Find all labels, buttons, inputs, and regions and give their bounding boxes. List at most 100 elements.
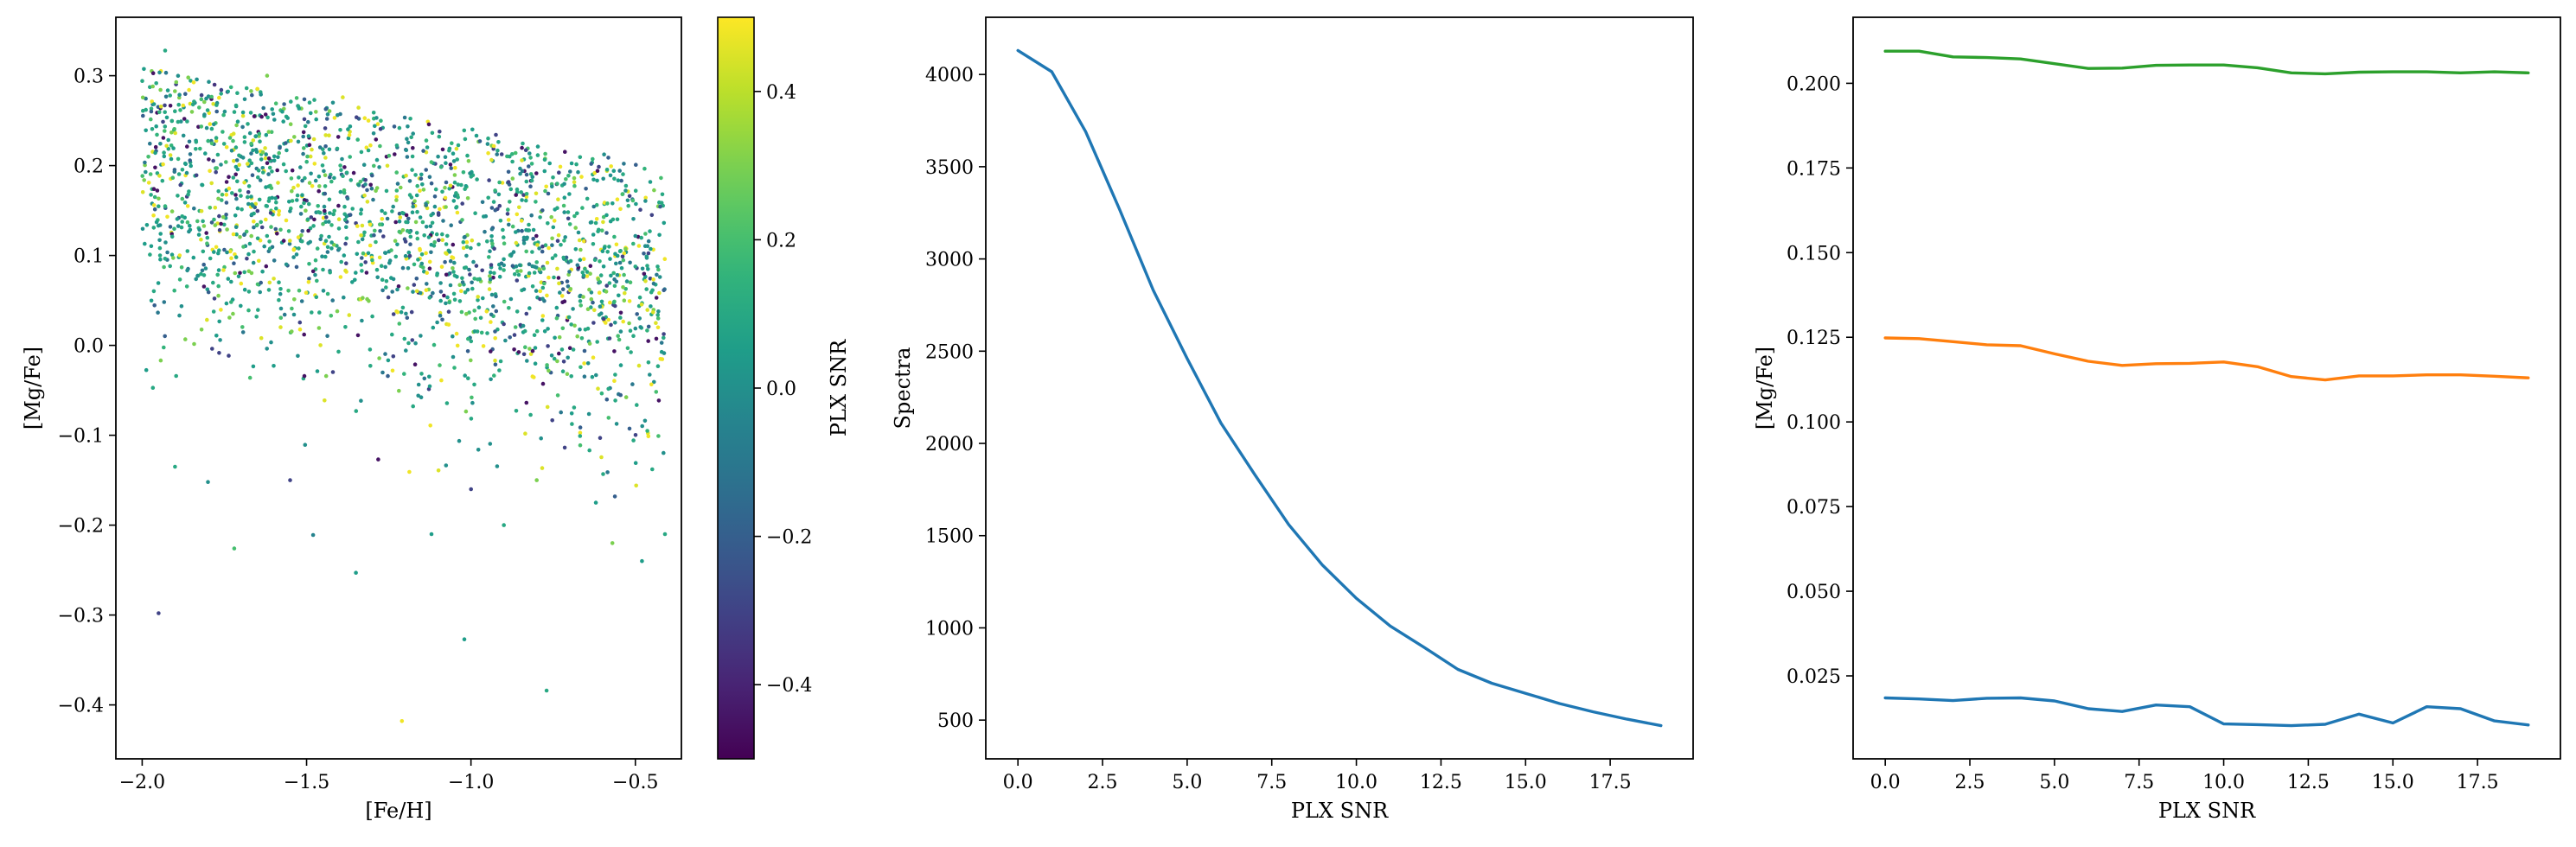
scatter-point — [527, 262, 532, 267]
scatter-point — [395, 242, 400, 247]
scatter-point — [336, 217, 342, 221]
scatter-point — [506, 218, 511, 222]
scatter-point — [580, 271, 585, 275]
scatter-point — [290, 306, 294, 311]
scatter-point — [406, 124, 410, 129]
scatter-point — [461, 170, 466, 175]
scatter-point — [372, 163, 376, 169]
scatter-point — [403, 239, 408, 244]
scatter-point — [339, 259, 344, 264]
scatter-point — [157, 611, 161, 615]
scatter-point — [227, 353, 231, 358]
scatter-point — [502, 235, 506, 239]
scatter-point — [227, 175, 231, 179]
scatter-point — [249, 194, 253, 199]
scatter-point — [142, 178, 146, 182]
scatter-point — [439, 264, 444, 270]
scatter-point — [538, 289, 542, 294]
scatter-point — [582, 239, 586, 244]
scatter-point — [239, 281, 244, 286]
scatter-point — [662, 257, 668, 262]
scatter-point — [327, 234, 331, 239]
scatter-point — [605, 470, 610, 474]
scatter-point — [505, 212, 510, 216]
scatter-point — [559, 243, 563, 247]
scatter-point — [393, 254, 399, 259]
scatter-point — [199, 328, 204, 332]
scatter-point — [595, 178, 599, 183]
y-tick-label: 2000 — [925, 434, 974, 455]
scatter-point — [276, 181, 280, 185]
scatter-point — [495, 148, 500, 153]
scatter-point — [249, 141, 253, 146]
scatter-point — [521, 193, 526, 197]
x-axis-label: PLX SNR — [1291, 799, 1389, 823]
scatter-point — [251, 203, 255, 208]
scatter-point — [273, 226, 278, 232]
scatter-point — [304, 290, 309, 296]
scatter-point — [161, 119, 165, 124]
scatter-point — [325, 250, 330, 254]
scatter-point — [540, 249, 545, 254]
scatter-point — [578, 327, 582, 332]
scatter-point — [224, 213, 228, 217]
scatter-point — [312, 162, 317, 166]
scatter-point — [158, 358, 163, 363]
scatter-point — [580, 206, 585, 210]
scatter-point — [178, 182, 182, 188]
scatter-point — [492, 373, 496, 378]
scatter-point — [520, 198, 524, 202]
scatter-point — [325, 334, 329, 339]
scatter-point — [543, 243, 548, 248]
scatter-point — [412, 199, 417, 203]
scatter-point — [151, 203, 157, 207]
scatter-point — [259, 225, 265, 230]
scatter-point — [343, 241, 348, 246]
scatter-point — [532, 271, 537, 275]
scatter-point — [506, 207, 510, 212]
scatter-point — [247, 131, 252, 136]
scatter-point — [316, 188, 322, 194]
scatter-point — [264, 264, 269, 269]
scatter-point — [266, 156, 272, 161]
x-tick-label: 0.0 — [1870, 772, 1901, 793]
scatter-point — [163, 48, 168, 53]
scatter-point — [627, 321, 631, 326]
scatter-point — [481, 344, 486, 348]
scatter-point — [569, 322, 573, 327]
scatter-point — [455, 157, 459, 162]
scatter-point — [185, 204, 190, 208]
scatter-point — [606, 416, 611, 420]
scatter-point — [321, 221, 325, 226]
scatter-point — [447, 250, 452, 254]
scatter-point — [240, 124, 245, 130]
scatter-point — [613, 398, 617, 403]
scatter-point — [335, 309, 340, 314]
scatter-point — [636, 363, 642, 368]
scatter-point — [244, 229, 249, 234]
scatter-point — [214, 109, 219, 114]
scatter-panel: −2.0 −1.5 −1.0 −0.5−0.4−0.3−0.2−0.10.00.10.… — [21, 16, 682, 823]
scatter-point — [246, 201, 251, 207]
scatter-point — [655, 272, 659, 277]
scatter-point — [266, 199, 272, 203]
scatter-point — [247, 158, 252, 162]
scatter-point — [545, 260, 550, 265]
scatter-point — [158, 142, 163, 146]
scatter-point — [537, 267, 542, 271]
scatter-point — [659, 201, 664, 205]
scatter-point — [380, 370, 385, 375]
scatter-point — [386, 373, 390, 379]
scatter-point — [342, 253, 347, 258]
scatter-point — [432, 204, 438, 209]
colorbar-tick-label: 0.2 — [766, 230, 796, 252]
scatter-point — [253, 148, 259, 152]
scatter-point — [231, 175, 236, 180]
scatter-point — [498, 359, 503, 364]
scatter-point — [312, 217, 316, 222]
scatter-point — [568, 258, 573, 264]
scatter-point — [239, 194, 243, 198]
scatter-point — [494, 132, 498, 137]
scatter-point — [233, 271, 238, 276]
scatter-point — [391, 204, 396, 209]
